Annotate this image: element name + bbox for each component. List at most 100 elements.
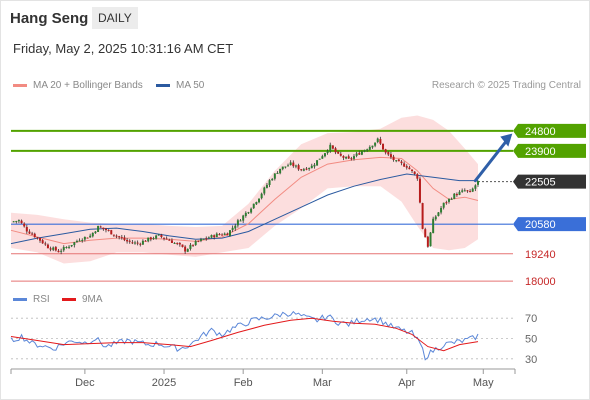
candle-body <box>57 250 60 253</box>
candle-body <box>86 237 89 239</box>
candle-body <box>234 225 237 229</box>
candle-body <box>466 190 469 192</box>
candle-body <box>363 150 366 152</box>
candle-body <box>123 237 126 241</box>
candle-body <box>115 235 118 237</box>
candle-body <box>300 169 303 171</box>
candle-body <box>371 145 374 148</box>
candle-body <box>408 167 411 170</box>
candle-body <box>250 208 253 213</box>
price-level-tag-23900 <box>513 143 586 158</box>
candle-body <box>78 240 81 242</box>
ma50-swatch <box>156 84 170 87</box>
candle-body <box>247 212 250 214</box>
candle-body <box>155 235 158 239</box>
legend-rsi-ma-label: 9MA <box>82 294 103 305</box>
candle-body <box>244 212 247 216</box>
candle-body <box>94 231 97 234</box>
candle-body <box>287 165 290 167</box>
candle-body <box>81 240 84 242</box>
x-axis-label-Dec: Dec <box>75 377 95 389</box>
candle-body <box>403 163 406 167</box>
candle-body <box>429 232 432 247</box>
candle-body <box>442 202 445 208</box>
candle-body <box>321 156 324 159</box>
candle-body <box>33 233 36 238</box>
candle-body <box>147 237 150 242</box>
candle-body <box>323 153 326 157</box>
candle-body <box>397 159 400 162</box>
candle-body <box>118 236 121 238</box>
legend-ma20-label: MA 20 + Bollinger Bands <box>33 80 143 91</box>
candle-body <box>413 171 416 174</box>
candle-body <box>236 220 239 226</box>
candle-body <box>136 242 139 244</box>
price-level-label-24800: 24800 <box>525 126 556 138</box>
candle-body <box>313 164 316 167</box>
candle-body <box>210 235 213 238</box>
ma20-line <box>10 156 479 245</box>
candle-body <box>73 242 76 246</box>
candle-body <box>54 247 57 251</box>
candle-body <box>60 250 63 252</box>
candle-body <box>334 148 337 153</box>
candle-body <box>382 143 385 150</box>
candle-body <box>461 190 464 192</box>
candle-body <box>173 242 176 244</box>
candle-body <box>192 244 195 246</box>
candle-body <box>20 220 23 224</box>
price-level-label-19240: 19240 <box>525 249 556 261</box>
candle-body <box>477 180 479 185</box>
candle-body <box>107 229 110 231</box>
period-selector[interactable]: DAILY <box>92 7 138 29</box>
candle-body <box>471 188 474 192</box>
candle-body <box>474 185 477 189</box>
candle-body <box>186 249 189 252</box>
candle-body <box>163 237 166 239</box>
candle-body <box>231 227 234 230</box>
candle-body <box>75 240 78 242</box>
x-axis-label-Apr: Apr <box>398 377 415 389</box>
candle-body <box>339 153 342 156</box>
legend-rsi-ma: 9MA <box>62 294 103 305</box>
timestamp: Friday, May 2, 2025 10:31:16 AM CET <box>13 41 234 56</box>
candle-body <box>168 239 171 241</box>
projection-arrow-head <box>500 133 513 147</box>
candle-body <box>260 193 263 199</box>
candle-body <box>469 191 472 193</box>
candle-body <box>228 230 231 236</box>
candle-body <box>271 178 274 181</box>
candle-body <box>305 168 308 170</box>
candle-body <box>326 151 329 154</box>
candle-body <box>242 215 245 221</box>
ma50-line <box>10 173 478 245</box>
candle-body <box>258 198 261 203</box>
candle-body <box>102 227 105 230</box>
price-level-label-22505: 22505 <box>525 177 556 189</box>
candle-body <box>310 165 313 169</box>
candle-body <box>424 229 427 238</box>
legend-rsi: RSI <box>13 294 50 305</box>
candle-body <box>104 228 107 231</box>
candle-body <box>265 184 268 188</box>
candle-body <box>239 220 242 222</box>
candle-body <box>194 240 197 246</box>
candle-body <box>199 239 202 241</box>
rsi-ma-line <box>10 317 479 352</box>
candle-body <box>292 162 295 167</box>
candle-body <box>17 220 20 222</box>
candle-body <box>205 238 208 240</box>
candle-body <box>213 235 216 238</box>
candle-body <box>434 216 437 220</box>
price-level-tag-22505 <box>513 174 586 189</box>
candle-body <box>440 207 443 213</box>
candle-body <box>297 165 300 170</box>
candle-body <box>152 238 155 240</box>
candle-body <box>368 146 371 150</box>
candle-body <box>342 156 345 158</box>
candle-body <box>52 247 55 250</box>
legend-ma20: MA 20 + Bollinger Bands <box>13 80 143 91</box>
candle-body <box>384 149 387 153</box>
candle-body <box>329 144 332 152</box>
candle-body <box>128 240 131 242</box>
